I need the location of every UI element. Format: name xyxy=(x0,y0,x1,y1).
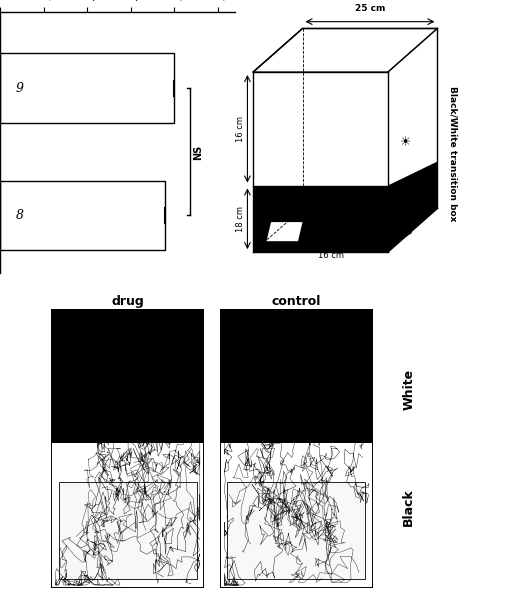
Bar xyxy=(0,181,166,250)
Text: White: White xyxy=(402,369,415,410)
Bar xyxy=(0,53,174,124)
Text: 16 cm: 16 cm xyxy=(318,251,344,260)
Bar xyxy=(227,482,365,579)
Polygon shape xyxy=(388,28,437,185)
Polygon shape xyxy=(253,185,388,252)
Text: 18 cm: 18 cm xyxy=(236,206,245,232)
Bar xyxy=(51,309,204,443)
Title: drug: drug xyxy=(111,295,144,308)
Text: 25 cm: 25 cm xyxy=(355,4,385,13)
Text: ☀: ☀ xyxy=(400,136,411,150)
Text: 16 cm: 16 cm xyxy=(236,116,245,142)
Polygon shape xyxy=(253,28,437,72)
Polygon shape xyxy=(267,222,303,241)
Polygon shape xyxy=(388,162,437,252)
Text: NS: NS xyxy=(193,144,203,159)
Text: 8: 8 xyxy=(16,209,24,222)
Bar xyxy=(220,309,373,443)
Text: Black: Black xyxy=(402,488,415,526)
Text: Black/White transition box: Black/White transition box xyxy=(449,86,458,222)
Polygon shape xyxy=(253,72,388,185)
Text: 9: 9 xyxy=(16,82,24,95)
Title: control: control xyxy=(272,295,321,308)
Bar xyxy=(59,482,197,579)
